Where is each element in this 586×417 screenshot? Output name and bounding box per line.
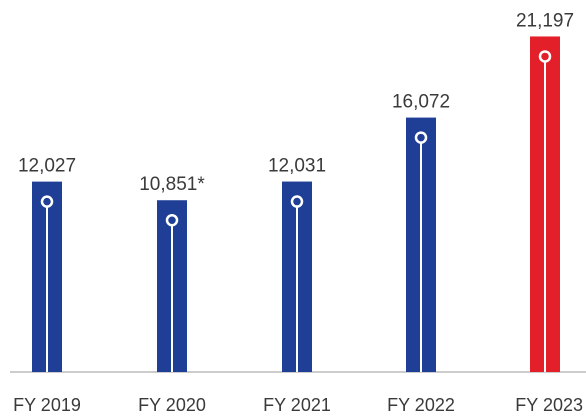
bar-ring-marker bbox=[538, 50, 552, 63]
x-tick-label: FY 2021 bbox=[263, 395, 331, 415]
bar-value-label: 21,197 bbox=[516, 10, 574, 31]
bar-ring-marker bbox=[165, 213, 179, 227]
bar-value-label: 12,027 bbox=[18, 156, 76, 177]
x-tick-label: FY 2022 bbox=[387, 395, 455, 415]
bars-group bbox=[32, 36, 560, 373]
x-tick-label: FY 2020 bbox=[138, 395, 206, 415]
x-tick-label: FY 2023 bbox=[515, 395, 583, 415]
bar-ring-marker bbox=[40, 195, 54, 208]
bar-value-label: 10,851* bbox=[139, 174, 205, 195]
labels-group: 12,027 FY 2019 10,851* FY 2020 12,031 FY 2021… bbox=[13, 10, 583, 415]
bar-ring-marker bbox=[290, 195, 304, 208]
bar-ring-marker bbox=[414, 131, 428, 144]
x-tick-label: FY 2019 bbox=[13, 395, 81, 415]
bar-value-label: 16,072 bbox=[392, 92, 450, 113]
bar-value-label: 12,031 bbox=[268, 156, 326, 177]
